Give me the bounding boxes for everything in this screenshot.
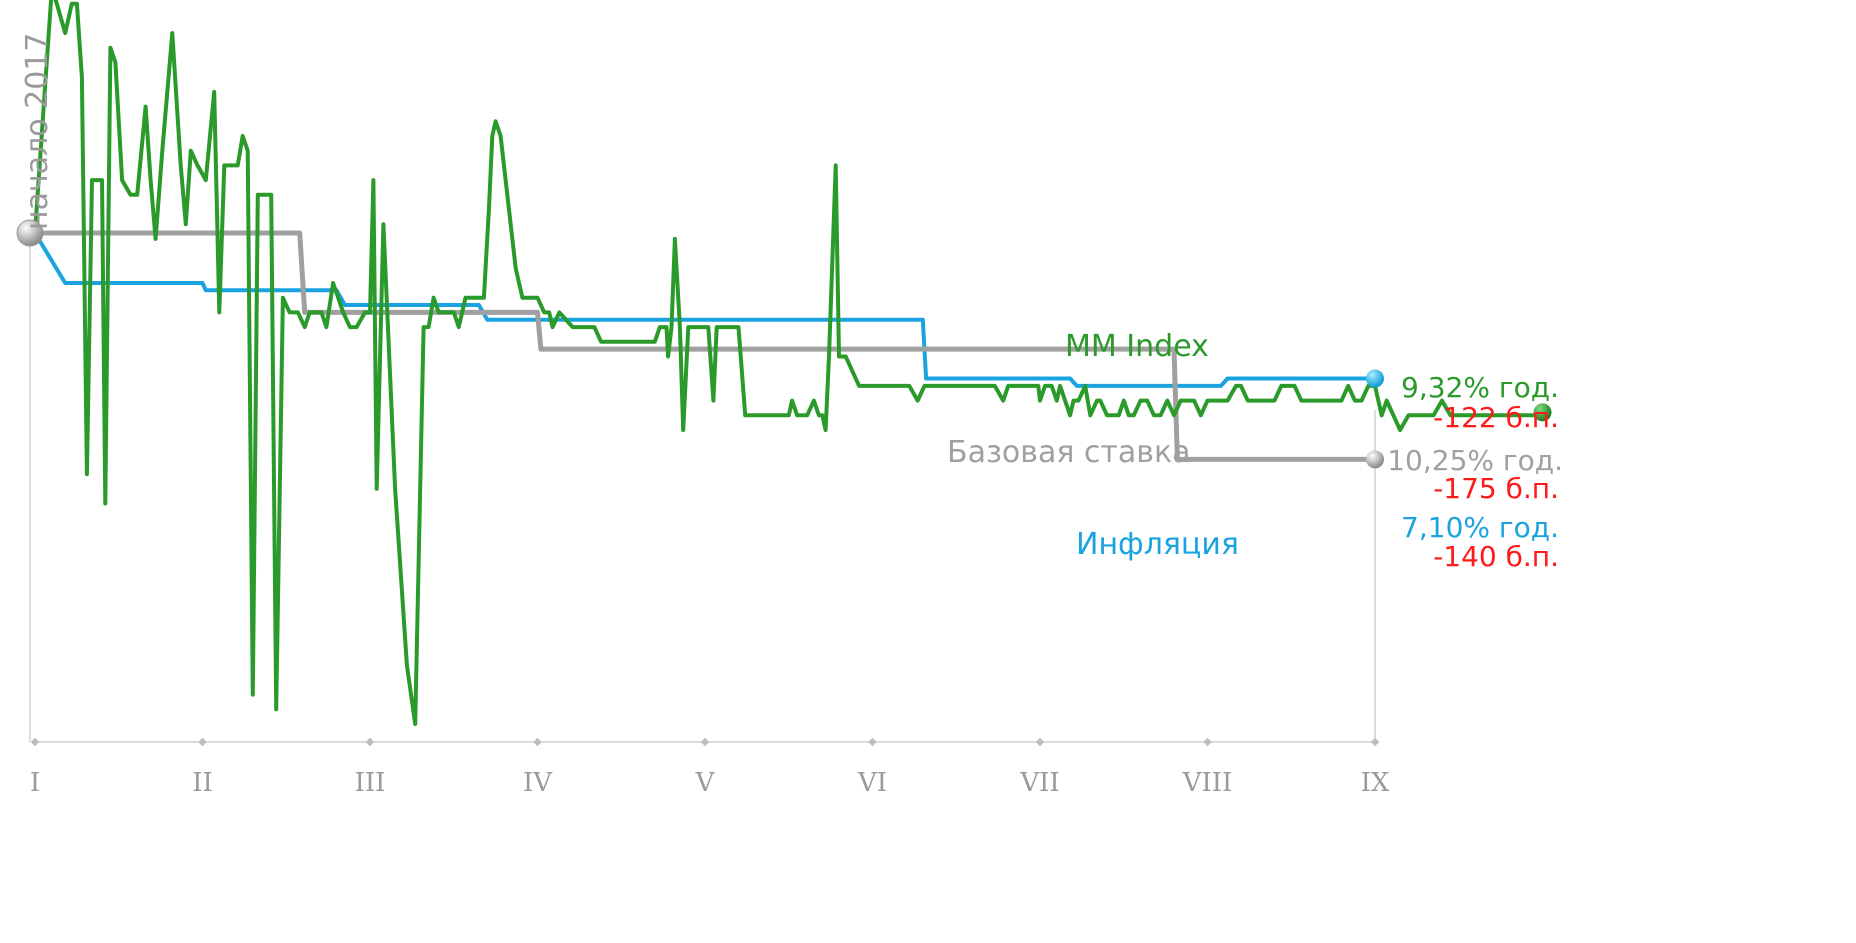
series-line-mm-index bbox=[33, 0, 1544, 726]
x-axis-tick-label: VII bbox=[1020, 768, 1060, 798]
x-axis-tick bbox=[198, 737, 207, 747]
base-rate-label: Базовая ставка bbox=[947, 435, 1191, 470]
base-rate-end-marker bbox=[1366, 450, 1384, 469]
x-axis-tick bbox=[700, 737, 710, 747]
mm-index-end-bp: -122 б.п. bbox=[1433, 401, 1559, 434]
x-axis-tick bbox=[30, 737, 40, 747]
mm-index-label: MM Index bbox=[1065, 329, 1209, 364]
x-axis-tick-label: I bbox=[29, 768, 41, 798]
x-axis-tick-label: II bbox=[192, 768, 213, 798]
inflation-end-rate: 7,10% год. bbox=[1401, 511, 1559, 544]
x-axis-tick bbox=[533, 737, 542, 747]
series-line-base-rate bbox=[35, 230, 1375, 462]
x-axis-tick bbox=[1370, 737, 1380, 747]
inflation-label: Инфляция bbox=[1076, 527, 1239, 562]
x-axis-tick-label: VIII bbox=[1182, 768, 1233, 798]
mm-index-end-rate: 9,32% год. bbox=[1401, 371, 1559, 404]
start-marker bbox=[16, 219, 44, 247]
mm-index-end-marker bbox=[1533, 403, 1552, 422]
inflation-end-bp: -140 б.п. bbox=[1433, 540, 1559, 573]
base-rate-end-rate: 10,25% год. bbox=[1387, 444, 1563, 477]
x-axis-tick-label: VI bbox=[857, 768, 888, 798]
x-axis-tick-label: IV bbox=[522, 768, 553, 798]
x-axis-tick bbox=[365, 737, 375, 747]
base-rate-end-bp: -175 б.п. bbox=[1433, 472, 1559, 505]
x-axis-tick bbox=[1035, 737, 1045, 747]
start-label: начало 2017 bbox=[20, 32, 55, 230]
x-axis-tick bbox=[868, 737, 877, 747]
inflation-end-marker bbox=[1366, 369, 1384, 388]
x-axis-tick-label: IX bbox=[1360, 768, 1390, 798]
x-axis-tick-label: III bbox=[354, 768, 386, 798]
x-axis-tick-label: V bbox=[695, 768, 715, 798]
x-axis-tick bbox=[1203, 737, 1212, 747]
